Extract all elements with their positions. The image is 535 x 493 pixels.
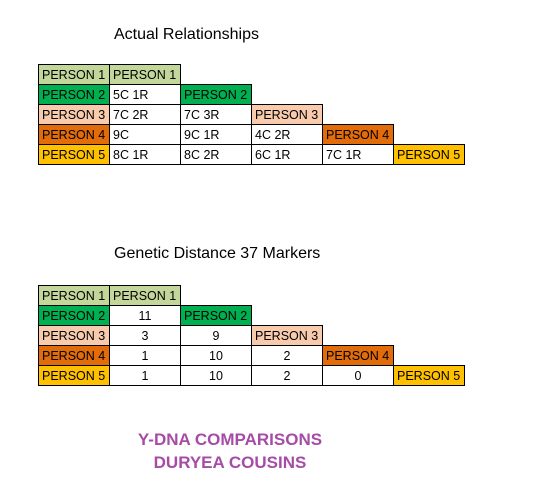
table-cell: 0 — [322, 365, 394, 386]
table-cell: 2 — [251, 365, 323, 386]
empty-cell — [323, 65, 394, 85]
table-cell: 1 — [109, 345, 181, 366]
table-row: PERSON 4 9C 9C 1R 4C 2R PERSON 4 — [38, 124, 465, 145]
row-label-person-4: PERSON 4 — [38, 345, 110, 366]
column-header-person-4: PERSON 4 — [322, 345, 394, 366]
table-row: PERSON 3 3 9 PERSON 3 — [38, 325, 465, 346]
table-row: PERSON 3 7C 2R 7C 3R PERSON 3 — [38, 104, 465, 125]
table-cell: 9C — [109, 124, 181, 145]
genetic-distance-title: Genetic Distance 37 Markers — [114, 245, 321, 262]
relationships-table: PERSON 1 PERSON 1 PERSON 2 5C 1R PERSON 2 PER… — [38, 64, 465, 165]
empty-cell — [323, 306, 394, 326]
column-header-person-2: PERSON 2 — [180, 84, 252, 105]
table-cell: 10 — [180, 365, 252, 386]
table-cell: 7C 2R — [109, 104, 181, 125]
table-cell: 9 — [180, 325, 252, 346]
column-header-person-4: PERSON 4 — [322, 124, 394, 145]
empty-cell — [394, 346, 465, 366]
column-header-person-2: PERSON 2 — [180, 305, 252, 326]
table-row: PERSON 4 1 10 2 PERSON 4 — [38, 345, 465, 366]
empty-cell — [394, 306, 465, 326]
row-label-person-5: PERSON 5 — [38, 144, 110, 165]
column-header-person-3: PERSON 3 — [251, 104, 323, 125]
footer-line-1: Y-DNA COMPARISONS — [137, 430, 323, 449]
empty-cell — [252, 85, 323, 105]
table-cell: 9C 1R — [180, 124, 252, 145]
empty-cell — [394, 326, 465, 346]
row-label-person-3: PERSON 3 — [38, 104, 110, 125]
empty-cell — [394, 286, 465, 306]
row-label-person-2: PERSON 2 — [38, 84, 110, 105]
row-label-person-4: PERSON 4 — [38, 124, 110, 145]
table-row: PERSON 5 8C 1R 8C 2R 6C 1R 7C 1R PERSON 5 — [38, 144, 465, 165]
column-header-person-1: PERSON 1 — [109, 64, 181, 85]
actual-relationships-title: Actual Relationships — [114, 26, 259, 43]
empty-cell — [323, 326, 394, 346]
column-header-person-5: PERSON 5 — [393, 144, 465, 165]
table-row: PERSON 5 1 10 2 0 PERSON 5 — [38, 365, 465, 386]
table-cell: 8C 2R — [180, 144, 252, 165]
row-label-person-5: PERSON 5 — [38, 365, 110, 386]
table-row: PERSON 2 11 PERSON 2 — [38, 305, 465, 326]
table-row: PERSON 1 PERSON 1 — [38, 64, 465, 85]
empty-cell — [323, 286, 394, 306]
table-row: PERSON 1 PERSON 1 — [38, 285, 465, 306]
column-header-person-1: PERSON 1 — [109, 285, 181, 306]
column-header-person-3: PERSON 3 — [251, 325, 323, 346]
table-cell: 4C 2R — [251, 124, 323, 145]
empty-cell — [252, 286, 323, 306]
table-row: PERSON 2 5C 1R PERSON 2 — [38, 84, 465, 105]
footer-line-2: DURYEA COUSINS — [153, 453, 307, 472]
row-label-person-2: PERSON 2 — [38, 305, 110, 326]
genetic-distance-table: PERSON 1 PERSON 1 PERSON 2 11 PERSON 2 PERSON… — [38, 285, 465, 386]
empty-cell — [181, 286, 252, 306]
table-cell: 5C 1R — [109, 84, 181, 105]
table-cell: 3 — [109, 325, 181, 346]
empty-cell — [394, 125, 465, 145]
empty-cell — [323, 85, 394, 105]
table-cell: 7C 3R — [180, 104, 252, 125]
empty-cell — [394, 85, 465, 105]
table-cell: 11 — [109, 305, 181, 326]
table-cell: 8C 1R — [109, 144, 181, 165]
table-cell: 7C 1R — [322, 144, 394, 165]
table-cell: 6C 1R — [251, 144, 323, 165]
table-cell: 1 — [109, 365, 181, 386]
table-cell: 10 — [180, 345, 252, 366]
empty-cell — [252, 306, 323, 326]
empty-cell — [323, 105, 394, 125]
row-label-person-1: PERSON 1 — [38, 64, 110, 85]
column-header-person-5: PERSON 5 — [393, 365, 465, 386]
row-label-person-3: PERSON 3 — [38, 325, 110, 346]
empty-cell — [394, 65, 465, 85]
empty-cell — [252, 65, 323, 85]
table-cell: 2 — [251, 345, 323, 366]
empty-cell — [181, 65, 252, 85]
row-label-person-1: PERSON 1 — [38, 285, 110, 306]
empty-cell — [394, 105, 465, 125]
